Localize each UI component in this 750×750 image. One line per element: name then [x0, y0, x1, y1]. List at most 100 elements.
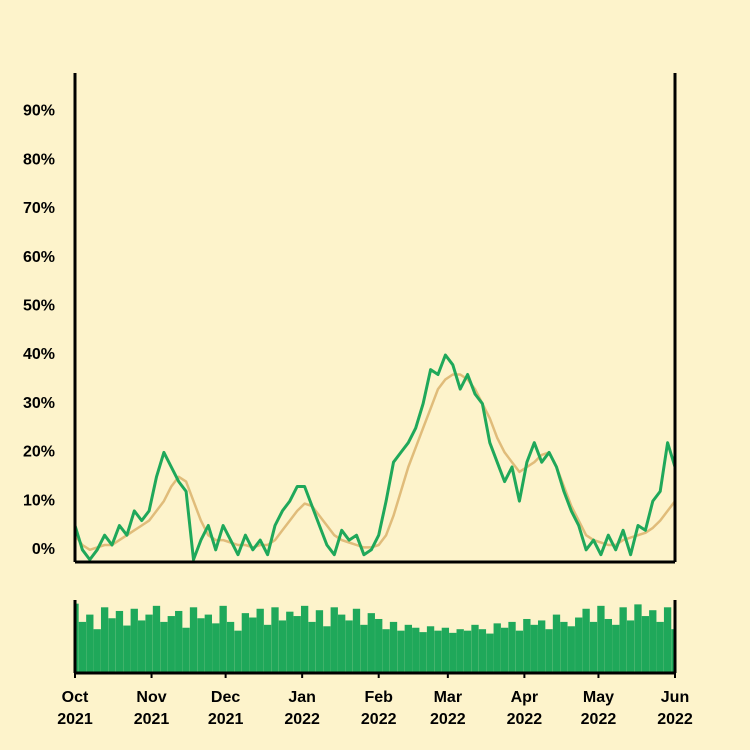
volume-bar — [456, 629, 464, 673]
x-tick-label: Apr 2022 — [506, 689, 543, 728]
volume-bar — [182, 627, 190, 673]
x-tick-label: Mar 2022 — [430, 689, 466, 728]
volume-bar — [538, 620, 546, 673]
volume-bar — [93, 629, 101, 673]
series-line — [73, 353, 677, 562]
volume-bar — [286, 611, 294, 673]
y-tick-label: 50% — [23, 298, 55, 315]
volume-bar — [212, 623, 220, 673]
volume-bar — [634, 604, 642, 673]
volume-bar — [397, 630, 405, 673]
volume-bar — [352, 608, 361, 673]
volume-bar — [589, 621, 598, 673]
volume-bar — [241, 613, 250, 673]
y-tick-label: 10% — [23, 492, 55, 509]
y-tick-label: 20% — [23, 444, 55, 461]
x-tick-label: Nov 2021 — [133, 689, 170, 728]
volume-bar — [375, 618, 383, 673]
volume-bar — [249, 617, 257, 673]
x-tick-label: Dec 2021 — [207, 689, 244, 728]
volume-bar — [204, 614, 212, 673]
volume-bar — [552, 614, 561, 673]
volume-bar — [597, 605, 605, 673]
volume-bar — [382, 629, 390, 673]
y-tick-label: 30% — [23, 395, 55, 412]
y-tick-label: 40% — [23, 346, 55, 363]
volume-bar — [500, 627, 509, 673]
x-tick-label: Feb 2022 — [360, 689, 397, 728]
volume-bar — [226, 621, 235, 673]
volume-bar — [293, 616, 301, 673]
volume-bar — [449, 632, 457, 673]
volume-bar — [338, 614, 346, 673]
x-tick-label: May 2022 — [580, 689, 617, 728]
volume-bar — [123, 625, 131, 673]
x-tick-label: Jun 2022 — [657, 689, 693, 728]
volume-bar — [175, 610, 183, 673]
volume-bar — [78, 621, 87, 673]
volume-bar — [463, 630, 472, 673]
volume-bar — [656, 621, 664, 673]
volume-bar — [649, 610, 657, 673]
volume-bar — [486, 633, 494, 673]
volume-bar — [671, 629, 675, 673]
volume-bar — [619, 607, 627, 673]
volume-bar — [434, 630, 442, 673]
volume-bar — [271, 607, 279, 673]
volume-bar — [493, 623, 501, 673]
volume-bar — [330, 607, 338, 673]
volume-bar — [612, 624, 620, 673]
volume-bar — [100, 607, 109, 673]
volume-bar — [641, 616, 650, 673]
y-tick-label: 60% — [23, 249, 55, 266]
volume-bar — [523, 618, 531, 673]
y-tick-label: 90% — [23, 103, 55, 120]
volume-bar — [160, 621, 168, 673]
volume-bar — [130, 608, 138, 673]
volume-bar — [515, 630, 524, 673]
volume-bar — [412, 627, 420, 673]
volume-bar — [367, 613, 375, 673]
volume-bar — [323, 626, 331, 673]
volume-bar — [441, 627, 450, 673]
volume-bar — [419, 632, 427, 673]
volume-bar — [86, 614, 94, 673]
volume-bar — [115, 610, 124, 673]
volume-bar — [75, 603, 79, 673]
volume-bar — [575, 617, 583, 673]
volume-bar — [138, 620, 146, 673]
volume-bar — [582, 608, 590, 673]
volume-bar — [300, 605, 309, 673]
volume-bar — [404, 624, 412, 673]
volume-bar — [152, 605, 161, 673]
volume-bar — [626, 620, 635, 673]
volume-bar — [263, 624, 272, 673]
volume-bar — [360, 624, 368, 673]
volume-bar — [197, 618, 205, 673]
y-tick-label: 0% — [32, 541, 55, 558]
volume-bar — [604, 618, 612, 673]
volume-bar — [567, 626, 575, 673]
volume-bar — [315, 610, 324, 673]
volume-bar — [167, 616, 175, 673]
y-tick-label: 80% — [23, 151, 55, 168]
volume-bar — [663, 607, 672, 673]
y-tick-label: 70% — [23, 200, 55, 217]
volume-bar — [278, 620, 287, 673]
volume-bar — [308, 621, 316, 673]
volume-bar — [256, 608, 264, 673]
volume-bar — [478, 629, 487, 673]
volume-bar — [219, 605, 227, 673]
volume-bar — [545, 629, 553, 673]
volume-bar — [189, 607, 198, 673]
volume-bar — [471, 624, 479, 673]
series-line — [74, 373, 676, 552]
x-tick-label: Jan 2022 — [284, 689, 320, 728]
x-tick-label: Oct 2021 — [57, 689, 93, 728]
volume-bar — [426, 626, 435, 673]
volume-bar — [560, 621, 568, 673]
volume-bar — [530, 624, 538, 673]
volume-bar — [389, 621, 398, 673]
